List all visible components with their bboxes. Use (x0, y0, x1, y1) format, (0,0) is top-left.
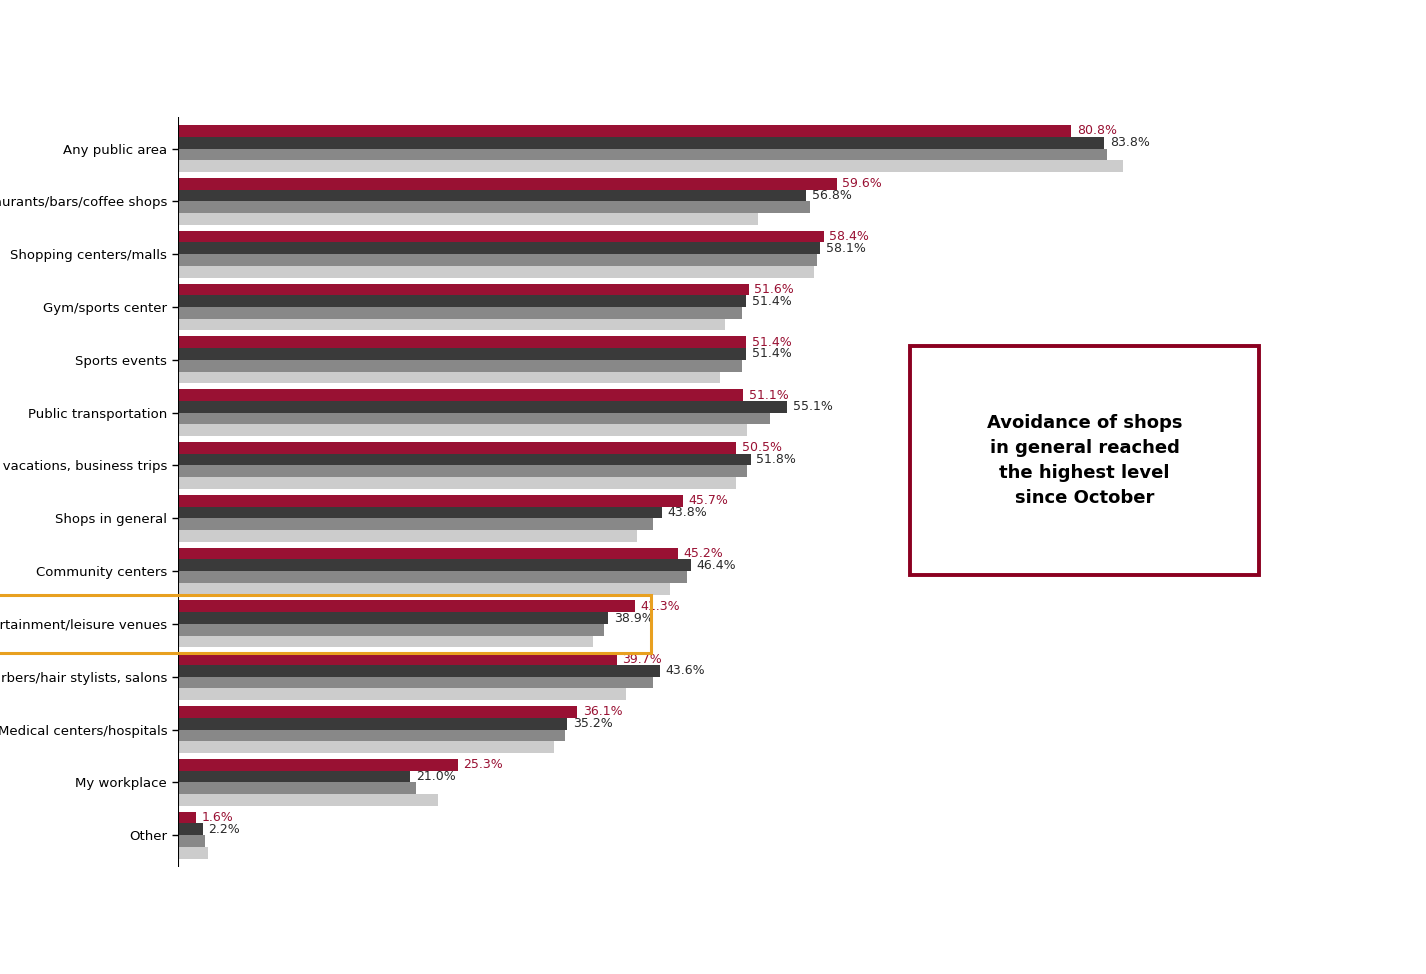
Bar (178, 254, 817, 266)
Bar (178, 477, 736, 489)
Text: 51.6%: 51.6% (754, 282, 794, 296)
Bar (178, 202, 810, 213)
Bar (178, 442, 736, 454)
Text: 46.4%: 46.4% (696, 559, 736, 572)
Text: 43.8%: 43.8% (667, 506, 707, 519)
Bar (178, 307, 742, 318)
Text: 51.4%: 51.4% (752, 336, 791, 349)
Bar (178, 401, 787, 413)
Text: 1.6%: 1.6% (201, 811, 234, 824)
Text: 38.9%: 38.9% (613, 612, 653, 624)
Bar (178, 390, 743, 401)
Bar (178, 125, 1071, 136)
Bar (178, 283, 749, 295)
Text: 50.5%: 50.5% (742, 441, 781, 454)
Bar (178, 559, 692, 571)
Text: 41.3%: 41.3% (640, 600, 680, 613)
Bar (178, 318, 726, 330)
Bar (178, 466, 747, 477)
Bar (178, 782, 416, 794)
Bar (178, 759, 458, 770)
Text: 55.1%: 55.1% (793, 400, 833, 413)
Bar (178, 266, 814, 278)
Text: 83.8%: 83.8% (1109, 136, 1149, 149)
Text: 21.0%: 21.0% (416, 770, 456, 783)
Bar (178, 730, 565, 741)
Text: 51.8%: 51.8% (756, 453, 796, 467)
Bar (178, 770, 411, 782)
Bar (178, 835, 205, 847)
Bar (178, 794, 438, 805)
Bar (178, 811, 195, 823)
Text: 39.7%: 39.7% (623, 653, 662, 665)
Bar (178, 530, 637, 542)
Bar (178, 178, 837, 190)
Bar (178, 706, 578, 718)
Bar (178, 571, 687, 582)
Bar (178, 295, 746, 307)
Bar (178, 847, 208, 859)
Text: Avoidance of shops
in general reached
the highest level
since October: Avoidance of shops in general reached th… (987, 414, 1182, 506)
Bar (178, 495, 683, 506)
Text: 80.8%: 80.8% (1077, 125, 1117, 137)
Text: 51.4%: 51.4% (752, 348, 791, 360)
Bar (178, 636, 593, 648)
Bar (178, 243, 820, 254)
Bar (178, 149, 1107, 161)
Bar (178, 348, 746, 359)
Bar (178, 506, 662, 518)
Bar (178, 823, 202, 835)
Bar (178, 665, 660, 677)
Text: 45.2%: 45.2% (683, 547, 723, 560)
Bar (178, 613, 607, 624)
Text: 58.4%: 58.4% (829, 230, 868, 244)
Text: 56.8%: 56.8% (811, 189, 851, 202)
Bar (178, 600, 635, 613)
Bar (178, 677, 653, 689)
Text: 45.7%: 45.7% (689, 494, 729, 507)
Bar (178, 190, 806, 202)
Bar (178, 624, 603, 636)
Text: 36.1%: 36.1% (583, 705, 622, 719)
Bar (178, 213, 759, 225)
Text: 51.1%: 51.1% (749, 389, 789, 401)
Bar (178, 136, 1104, 149)
Text: 25.3%: 25.3% (463, 758, 503, 771)
Bar (178, 582, 670, 594)
Bar (178, 518, 653, 530)
Bar (178, 689, 626, 700)
Bar (178, 454, 750, 466)
Text: 51.4%: 51.4% (752, 295, 791, 308)
Text: 58.1%: 58.1% (826, 242, 866, 255)
Bar (178, 547, 677, 559)
Bar (178, 718, 568, 730)
Bar (178, 371, 720, 384)
Bar (178, 741, 553, 753)
Text: 35.2%: 35.2% (573, 717, 613, 730)
Bar (178, 654, 617, 665)
Bar (178, 359, 742, 371)
Bar (178, 161, 1124, 172)
Text: 59.6%: 59.6% (843, 177, 883, 190)
Text: 2.2%: 2.2% (208, 823, 240, 836)
Bar (178, 413, 770, 425)
Bar (178, 336, 746, 348)
Bar (178, 231, 824, 243)
Text: 43.6%: 43.6% (666, 664, 706, 677)
Bar (178, 425, 747, 436)
